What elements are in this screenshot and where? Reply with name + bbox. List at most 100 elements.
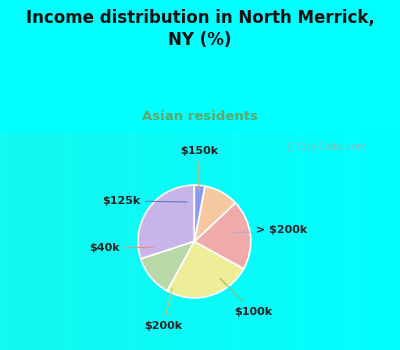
Bar — [312, 133, 316, 350]
Bar — [264, 133, 268, 350]
Bar — [348, 133, 352, 350]
Bar — [208, 133, 212, 350]
Bar — [284, 133, 288, 350]
Bar — [212, 133, 216, 350]
Bar — [304, 133, 308, 350]
Bar — [112, 133, 116, 350]
Bar — [72, 133, 76, 350]
Bar — [224, 133, 228, 350]
Bar — [292, 133, 296, 350]
Bar — [188, 133, 192, 350]
Bar — [352, 133, 356, 350]
Bar — [80, 133, 84, 350]
Bar — [320, 133, 324, 350]
Bar — [8, 133, 12, 350]
Bar — [52, 133, 56, 350]
Bar — [336, 133, 340, 350]
Bar — [92, 133, 96, 350]
Bar — [20, 133, 24, 350]
Bar — [324, 133, 328, 350]
Bar — [28, 133, 32, 350]
Wedge shape — [194, 203, 251, 269]
Bar — [268, 133, 272, 350]
Bar — [196, 133, 200, 350]
Text: $200k: $200k — [144, 288, 182, 331]
Bar — [380, 133, 384, 350]
Bar — [228, 133, 232, 350]
Bar — [220, 133, 224, 350]
Bar — [56, 133, 60, 350]
Bar — [76, 133, 80, 350]
Bar — [120, 133, 124, 350]
Bar — [16, 133, 20, 350]
Text: $125k: $125k — [102, 196, 187, 206]
Text: Asian residents: Asian residents — [142, 110, 258, 123]
Bar — [164, 133, 168, 350]
Bar — [104, 133, 108, 350]
Bar — [340, 133, 344, 350]
Bar — [108, 133, 112, 350]
Bar — [372, 133, 376, 350]
Bar — [296, 133, 300, 350]
Bar — [280, 133, 284, 350]
Bar — [132, 133, 136, 350]
Bar — [272, 133, 276, 350]
Bar — [24, 133, 28, 350]
Bar — [180, 133, 184, 350]
Bar — [148, 133, 152, 350]
Bar — [368, 133, 372, 350]
Bar — [236, 133, 240, 350]
Bar — [232, 133, 236, 350]
Bar — [388, 133, 392, 350]
Text: ⌕ City-Data.com: ⌕ City-Data.com — [288, 142, 367, 152]
Bar — [36, 133, 40, 350]
Bar — [204, 133, 208, 350]
Bar — [184, 133, 188, 350]
Bar — [116, 133, 120, 350]
Text: $100k: $100k — [220, 278, 273, 317]
Bar — [136, 133, 140, 350]
Bar — [248, 133, 252, 350]
Bar — [384, 133, 388, 350]
Bar — [152, 133, 156, 350]
Bar — [256, 133, 260, 350]
Bar — [288, 133, 292, 350]
Bar — [240, 133, 244, 350]
Bar — [4, 133, 8, 350]
Bar — [144, 133, 148, 350]
Bar — [0, 133, 4, 350]
Text: $150k: $150k — [180, 146, 218, 191]
Bar — [260, 133, 264, 350]
Bar — [100, 133, 104, 350]
Text: $40k: $40k — [89, 243, 153, 253]
Bar — [332, 133, 336, 350]
Bar — [244, 133, 248, 350]
Bar — [200, 133, 204, 350]
Bar — [316, 133, 320, 350]
Bar — [60, 133, 64, 350]
Bar — [140, 133, 144, 350]
Bar — [48, 133, 52, 350]
Bar — [308, 133, 312, 350]
Bar — [12, 133, 16, 350]
Bar — [364, 133, 368, 350]
Bar — [156, 133, 160, 350]
Bar — [160, 133, 164, 350]
Bar — [128, 133, 132, 350]
Bar — [328, 133, 332, 350]
Bar — [252, 133, 256, 350]
Bar — [168, 133, 172, 350]
Bar — [376, 133, 380, 350]
Wedge shape — [167, 241, 244, 298]
Wedge shape — [141, 241, 194, 291]
Text: > $200k: > $200k — [234, 225, 307, 235]
Bar — [96, 133, 100, 350]
Wedge shape — [138, 185, 194, 259]
Bar — [360, 133, 364, 350]
Text: Income distribution in North Merrick,
NY (%): Income distribution in North Merrick, NY… — [26, 9, 374, 49]
Bar — [300, 133, 304, 350]
Bar — [356, 133, 360, 350]
Bar — [216, 133, 220, 350]
Bar — [40, 133, 44, 350]
Wedge shape — [194, 185, 205, 241]
